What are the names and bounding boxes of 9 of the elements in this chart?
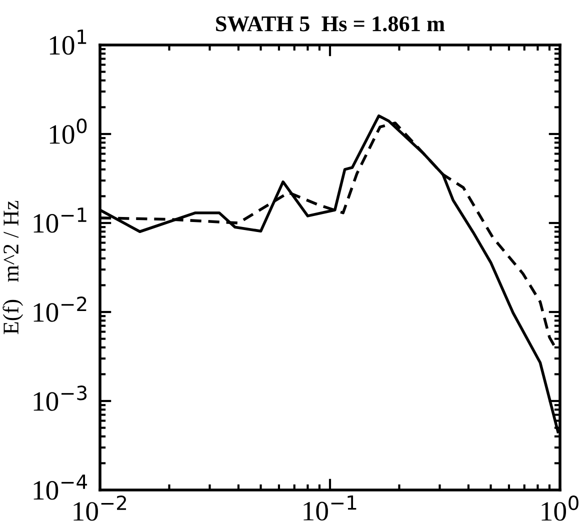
y-tick-label: 10$^{−3}$ — [34, 386, 87, 411]
y-tick-label: 10$^{−2}$ — [34, 296, 86, 322]
y-tick-label: 10$^{1}$ — [50, 30, 86, 55]
x-tick-label: 10$^{−1}$ — [304, 495, 356, 521]
y-tick-label: 10$^{0}$ — [50, 118, 87, 144]
chart-title: SWATH 5 Hs = 1.861 m — [216, 16, 445, 32]
y-tick-label: 10$^{−1}$ — [34, 208, 86, 233]
x-tick-label: 10$^{0}$ — [542, 495, 578, 521]
y-axis-title: E(f) m^2 / Hz — [2, 200, 24, 334]
